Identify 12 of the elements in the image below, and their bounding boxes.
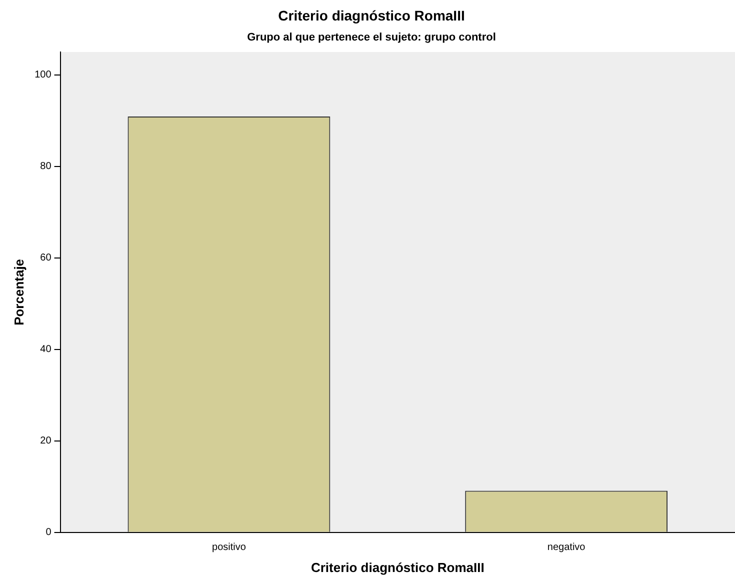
y-axis-title: Porcentaje [11,258,26,326]
y-tick-label: 40 [40,344,52,356]
x-axis-title: Criterio diagnóstico RomaIII [310,560,484,575]
x-tick-label: positivo [212,542,246,554]
y-tick-label: 80 [40,161,52,172]
chart-title: Criterio diagnóstico RomaIII [278,7,465,24]
y-tick-label: 0 [46,527,52,538]
x-tick-label: negativo [547,542,586,554]
y-tick-label: 20 [40,436,52,447]
chart-subtitle: Grupo al que pertenece el sujeto: grupo control [247,31,496,44]
y-tick-label: 60 [40,252,52,264]
y-tick-label: 100 [34,70,52,81]
